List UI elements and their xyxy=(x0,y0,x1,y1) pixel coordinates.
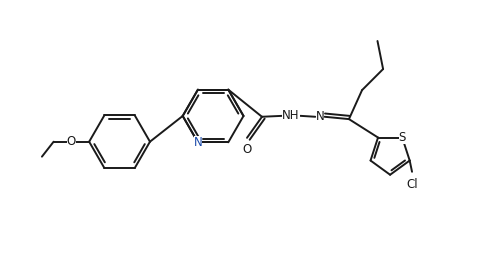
Text: N: N xyxy=(193,136,202,149)
Text: O: O xyxy=(67,135,76,148)
Text: O: O xyxy=(243,144,252,157)
Text: NH: NH xyxy=(282,109,300,122)
Text: S: S xyxy=(398,131,406,144)
Text: Cl: Cl xyxy=(406,178,418,191)
Text: N: N xyxy=(316,110,324,123)
